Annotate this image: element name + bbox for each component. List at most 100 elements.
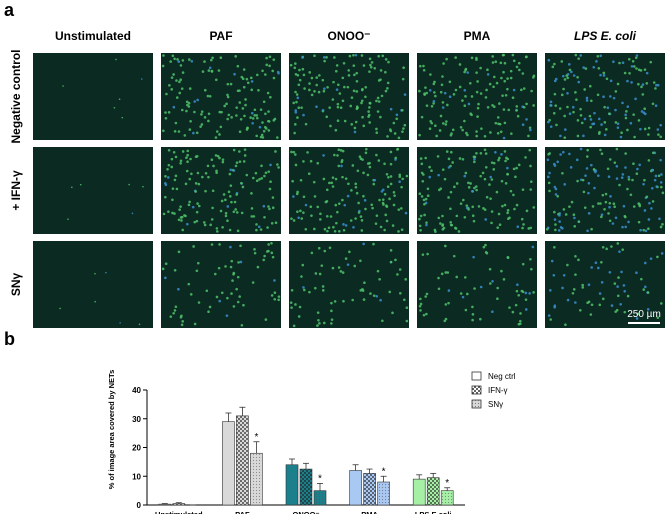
cell	[652, 151, 655, 155]
cell	[496, 297, 499, 301]
cell	[621, 61, 625, 65]
cell	[459, 292, 463, 295]
cell	[333, 153, 336, 157]
cell	[660, 185, 663, 189]
cell	[214, 154, 218, 157]
cell	[589, 313, 593, 316]
cell	[654, 104, 658, 108]
cell	[568, 68, 572, 72]
cell	[404, 211, 408, 215]
cell	[294, 72, 298, 76]
cell	[214, 136, 218, 139]
cell	[322, 177, 326, 181]
cell	[236, 300, 240, 304]
cell	[181, 320, 185, 323]
cell	[380, 94, 384, 98]
cell	[595, 60, 598, 63]
cell	[302, 160, 305, 163]
micrograph-bg	[33, 241, 153, 328]
cell	[653, 178, 657, 182]
cell	[207, 310, 210, 313]
cell	[115, 58, 117, 61]
cell	[490, 210, 494, 213]
cell	[577, 80, 581, 84]
cell	[383, 192, 387, 196]
cell	[349, 219, 353, 222]
bar-pattern	[441, 490, 454, 505]
cell	[589, 125, 592, 129]
cell	[315, 105, 318, 108]
cell	[162, 212, 166, 216]
cell	[386, 87, 389, 90]
legend-pattern	[472, 400, 481, 408]
cell	[218, 133, 221, 136]
cell	[387, 60, 390, 64]
cell	[375, 294, 379, 298]
cell	[295, 192, 299, 196]
cell	[188, 87, 192, 90]
cell	[621, 101, 624, 105]
cell	[489, 175, 493, 179]
cell	[435, 134, 438, 138]
cell	[448, 80, 452, 84]
cell	[444, 303, 448, 306]
cell	[230, 116, 233, 119]
cell	[336, 154, 339, 157]
cell	[265, 56, 268, 60]
cell	[463, 88, 467, 92]
cell	[210, 218, 214, 221]
cell	[438, 129, 442, 132]
cell	[473, 186, 476, 190]
cell	[437, 287, 441, 291]
cell	[451, 128, 455, 132]
cell	[629, 193, 633, 197]
cell	[235, 287, 238, 291]
cell	[486, 105, 490, 109]
cell	[272, 76, 276, 80]
cell	[328, 246, 332, 250]
cell	[266, 91, 270, 95]
cell	[627, 178, 631, 181]
cell	[342, 223, 345, 226]
cell	[376, 110, 380, 113]
cell	[243, 148, 247, 151]
cell	[181, 228, 185, 232]
cell	[262, 204, 266, 208]
cell	[200, 110, 204, 113]
bar-pattern	[427, 477, 440, 505]
cell	[352, 53, 355, 57]
cell	[529, 257, 532, 261]
cell	[251, 121, 254, 125]
cell	[401, 130, 404, 133]
cell	[327, 226, 331, 230]
cell	[172, 150, 176, 154]
cell	[457, 230, 461, 233]
cell	[593, 186, 596, 190]
cell	[331, 185, 335, 188]
cell	[355, 191, 359, 195]
cell	[296, 210, 299, 214]
cell	[425, 292, 429, 296]
cell	[215, 169, 218, 173]
cell	[229, 168, 233, 172]
cell	[484, 96, 488, 99]
cell	[353, 130, 357, 134]
cell	[472, 219, 476, 223]
cell	[221, 158, 225, 161]
cell	[177, 60, 181, 63]
cell	[488, 267, 492, 271]
cell	[185, 109, 188, 113]
cell	[464, 308, 468, 312]
cell	[174, 174, 178, 178]
cell	[342, 61, 346, 65]
cell	[395, 113, 399, 117]
cell	[633, 135, 636, 139]
cell	[347, 74, 351, 77]
cell	[341, 99, 345, 103]
cell	[172, 73, 175, 76]
cell	[441, 106, 445, 109]
cell	[310, 214, 313, 217]
cell	[473, 155, 477, 159]
cell	[561, 227, 564, 230]
cell	[203, 116, 207, 119]
